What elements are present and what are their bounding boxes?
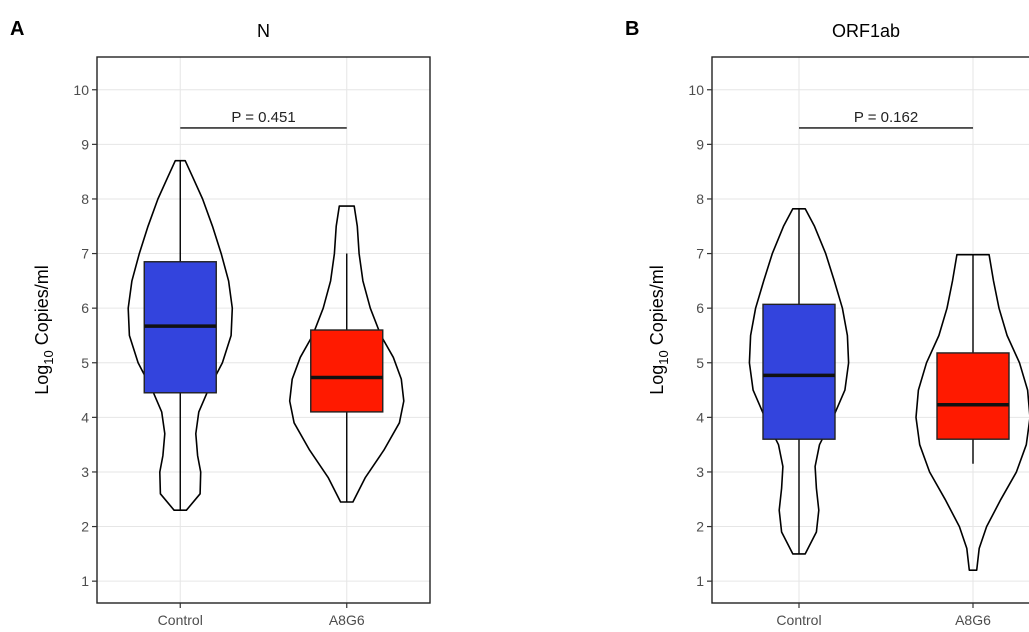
chart-panel-orf1ab: P = 0.162 1 2 3 4 5 6 7 8 9 10 Control A8G6 ORF1ab Log…: [647, 21, 1029, 628]
y-axis-label-base: Log: [32, 365, 52, 395]
y-tick-label: 3: [81, 464, 89, 480]
box-a8g6: [937, 353, 1009, 439]
chart-title: ORF1ab: [832, 21, 900, 41]
y-tick-label: 8: [696, 191, 704, 207]
y-tick-label: 7: [81, 246, 89, 262]
y-tick-label: 7: [696, 246, 704, 262]
x-tick-label: A8G6: [329, 612, 365, 628]
y-tick-label: 8: [81, 191, 89, 207]
x-tick-label: A8G6: [955, 612, 991, 628]
chart-title: N: [257, 21, 270, 41]
y-tick-label: 2: [81, 519, 89, 535]
y-tick-label: 5: [81, 355, 89, 371]
y-axis-label: Log10 Copies/ml: [32, 265, 56, 395]
y-tick-label: 1: [81, 573, 89, 589]
x-tick-label: Control: [158, 612, 203, 628]
y-tick-label: 9: [81, 136, 89, 152]
y-tick-label: 1: [696, 573, 704, 589]
x-tick-label: Control: [776, 612, 821, 628]
y-axis-label-subscript: 10: [656, 350, 671, 364]
y-tick-label: 10: [688, 82, 704, 98]
y-axis-label-base: Log: [647, 365, 667, 395]
p-value-label: P = 0.451: [231, 109, 295, 126]
y-axis-label-rest: Copies/ml: [647, 265, 667, 350]
y-tick-label: 9: [696, 136, 704, 152]
y-tick-label: 4: [81, 409, 89, 425]
y-tick-label: 4: [696, 409, 704, 425]
box-control: [763, 304, 835, 439]
y-tick-label: 10: [73, 82, 89, 98]
y-tick-label: 6: [81, 300, 89, 316]
p-value-label: P = 0.162: [854, 109, 918, 126]
y-tick-label: 6: [696, 300, 704, 316]
y-axis-label-subscript: 10: [41, 350, 56, 364]
panel-border: [712, 57, 1029, 603]
y-axis-label-rest: Copies/ml: [32, 265, 52, 350]
y-axis-label: Log10 Copies/ml: [647, 265, 671, 395]
y-tick-label: 3: [696, 464, 704, 480]
y-tick-label: 2: [696, 519, 704, 535]
box-a8g6: [311, 330, 383, 412]
y-tick-label: 5: [696, 355, 704, 371]
